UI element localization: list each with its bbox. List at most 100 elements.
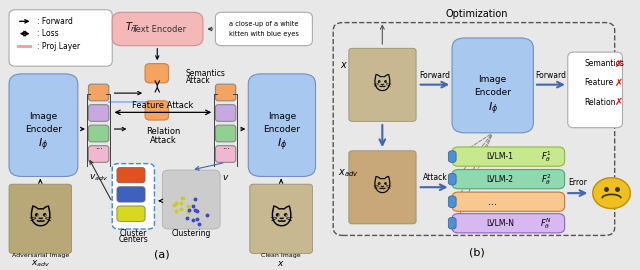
Text: Forward: Forward: [536, 71, 566, 80]
Text: 🐱: 🐱: [269, 208, 292, 229]
Text: (a): (a): [154, 250, 170, 260]
FancyBboxPatch shape: [117, 206, 145, 221]
Text: Forward: Forward: [419, 71, 451, 80]
Bar: [87, 94, 88, 167]
Text: ✗: ✗: [615, 59, 623, 69]
Text: ...: ...: [95, 143, 103, 151]
Text: Clustering: Clustering: [172, 229, 211, 238]
Text: Encoder: Encoder: [474, 88, 511, 97]
FancyBboxPatch shape: [216, 125, 236, 142]
Bar: [237, 94, 238, 167]
Text: $F_{\theta}^{1}$: $F_{\theta}^{1}$: [541, 149, 551, 164]
FancyBboxPatch shape: [250, 184, 312, 253]
Text: Centers: Centers: [118, 235, 148, 244]
Text: ✗: ✗: [615, 78, 623, 88]
FancyBboxPatch shape: [452, 147, 564, 166]
Text: Clean Image: Clean Image: [261, 254, 301, 258]
FancyBboxPatch shape: [9, 184, 72, 253]
Text: Encoder: Encoder: [25, 124, 62, 133]
FancyBboxPatch shape: [452, 170, 564, 189]
Text: Attack: Attack: [422, 173, 447, 182]
Text: Image: Image: [29, 112, 58, 121]
Text: 🐱: 🐱: [373, 178, 392, 196]
Text: Semantics: Semantics: [584, 59, 624, 68]
FancyBboxPatch shape: [448, 151, 456, 162]
Text: LVLM-2: LVLM-2: [486, 175, 513, 184]
FancyBboxPatch shape: [112, 164, 154, 229]
FancyBboxPatch shape: [88, 125, 109, 142]
FancyBboxPatch shape: [248, 74, 316, 177]
Text: : Loss: : Loss: [37, 29, 59, 38]
Text: 🐱: 🐱: [373, 76, 392, 94]
Text: (b): (b): [469, 247, 485, 257]
Text: $x$: $x$: [277, 259, 285, 268]
Text: Error: Error: [568, 178, 588, 187]
Text: Semantics: Semantics: [186, 69, 225, 78]
Text: ...: ...: [488, 197, 497, 207]
Text: LVLM-1: LVLM-1: [486, 152, 513, 161]
Bar: [87, 94, 92, 95]
FancyBboxPatch shape: [452, 38, 533, 133]
FancyBboxPatch shape: [88, 146, 109, 162]
Text: LVLM-N: LVLM-N: [486, 219, 515, 228]
Text: $F_{\theta}^{2}$: $F_{\theta}^{2}$: [541, 172, 551, 187]
Text: Optimization: Optimization: [446, 9, 508, 19]
Text: Cluster: Cluster: [120, 229, 147, 238]
FancyBboxPatch shape: [117, 187, 145, 202]
Text: Image: Image: [479, 75, 507, 83]
Text: Adversarial Image: Adversarial Image: [12, 254, 69, 258]
Text: $I_{\phi}$: $I_{\phi}$: [38, 136, 49, 153]
FancyBboxPatch shape: [112, 12, 203, 46]
FancyBboxPatch shape: [216, 84, 236, 101]
FancyBboxPatch shape: [145, 101, 168, 120]
Text: Relation: Relation: [146, 127, 180, 136]
FancyBboxPatch shape: [448, 173, 456, 185]
FancyBboxPatch shape: [216, 12, 312, 46]
FancyBboxPatch shape: [163, 170, 220, 229]
Text: : Forward: : Forward: [37, 17, 73, 26]
Bar: [214, 94, 218, 95]
FancyBboxPatch shape: [216, 146, 236, 162]
Text: ...: ...: [222, 143, 230, 151]
FancyBboxPatch shape: [88, 105, 109, 121]
FancyBboxPatch shape: [112, 164, 154, 229]
FancyBboxPatch shape: [88, 84, 109, 101]
FancyBboxPatch shape: [117, 167, 145, 183]
Text: $x_{adv}$: $x_{adv}$: [338, 167, 358, 178]
Bar: [214, 94, 215, 167]
FancyBboxPatch shape: [448, 196, 456, 207]
Text: $F_{\theta}^{N}$: $F_{\theta}^{N}$: [540, 216, 552, 231]
Bar: [17, 45, 33, 48]
Text: Image: Image: [268, 112, 296, 121]
Text: Relation: Relation: [584, 97, 616, 107]
Text: Attack: Attack: [150, 136, 176, 144]
Bar: [108, 101, 163, 103]
Text: a close-up of a white: a close-up of a white: [229, 21, 299, 27]
Text: : Proj Layer: : Proj Layer: [37, 42, 80, 51]
Text: Text Encoder: Text Encoder: [132, 25, 186, 33]
Text: $T_{\eta}$: $T_{\eta}$: [125, 21, 137, 35]
Text: ✗: ✗: [615, 97, 623, 107]
Text: Attack: Attack: [186, 76, 211, 85]
Bar: [110, 94, 111, 167]
Text: Feature Attack: Feature Attack: [132, 102, 193, 110]
FancyBboxPatch shape: [145, 64, 168, 83]
Text: $x_{adv}$: $x_{adv}$: [31, 258, 50, 269]
Bar: [233, 94, 238, 95]
Text: $x$: $x$: [340, 60, 348, 70]
FancyBboxPatch shape: [452, 214, 564, 233]
Text: $I_{\phi}$: $I_{\phi}$: [277, 136, 287, 153]
Circle shape: [593, 178, 630, 208]
FancyBboxPatch shape: [9, 10, 112, 66]
Bar: [106, 94, 111, 95]
FancyBboxPatch shape: [349, 151, 416, 224]
Text: kitten with blue eyes: kitten with blue eyes: [229, 31, 299, 37]
FancyBboxPatch shape: [9, 74, 78, 177]
Text: 🐱: 🐱: [29, 208, 52, 229]
Text: $v$: $v$: [222, 173, 230, 182]
Text: Encoder: Encoder: [264, 124, 301, 133]
FancyBboxPatch shape: [452, 192, 564, 211]
FancyBboxPatch shape: [568, 52, 623, 128]
FancyBboxPatch shape: [216, 105, 236, 121]
Text: $v_{adv}$: $v_{adv}$: [89, 173, 108, 183]
